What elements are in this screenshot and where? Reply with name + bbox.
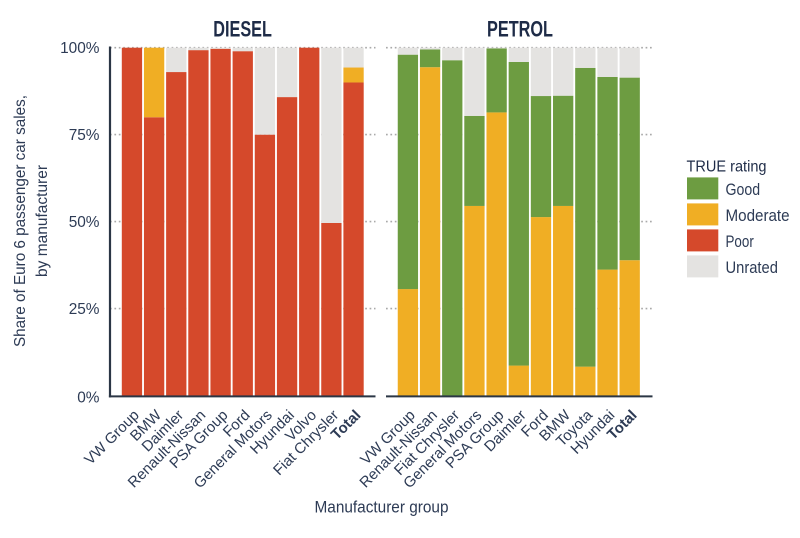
svg-text:by manufacturer: by manufacturer — [34, 165, 51, 277]
svg-text:0%: 0% — [77, 389, 100, 406]
svg-text:75%: 75% — [69, 127, 100, 144]
svg-text:25%: 25% — [69, 301, 100, 318]
svg-text:Good: Good — [726, 181, 761, 199]
svg-text:DIESEL: DIESEL — [213, 17, 272, 42]
svg-text:TRUE rating: TRUE rating — [687, 159, 767, 176]
svg-text:Moderate: Moderate — [726, 207, 790, 225]
svg-text:Poor: Poor — [726, 233, 755, 251]
svg-text:Manufacturer group: Manufacturer group — [315, 498, 449, 517]
svg-text:100%: 100% — [60, 40, 100, 57]
svg-text:50%: 50% — [69, 214, 100, 231]
svg-text:Share of Euro 6 passenger car: Share of Euro 6 passenger car sales, — [12, 95, 29, 347]
svg-text:PETROL: PETROL — [487, 17, 553, 42]
svg-text:Unrated: Unrated — [726, 259, 778, 277]
